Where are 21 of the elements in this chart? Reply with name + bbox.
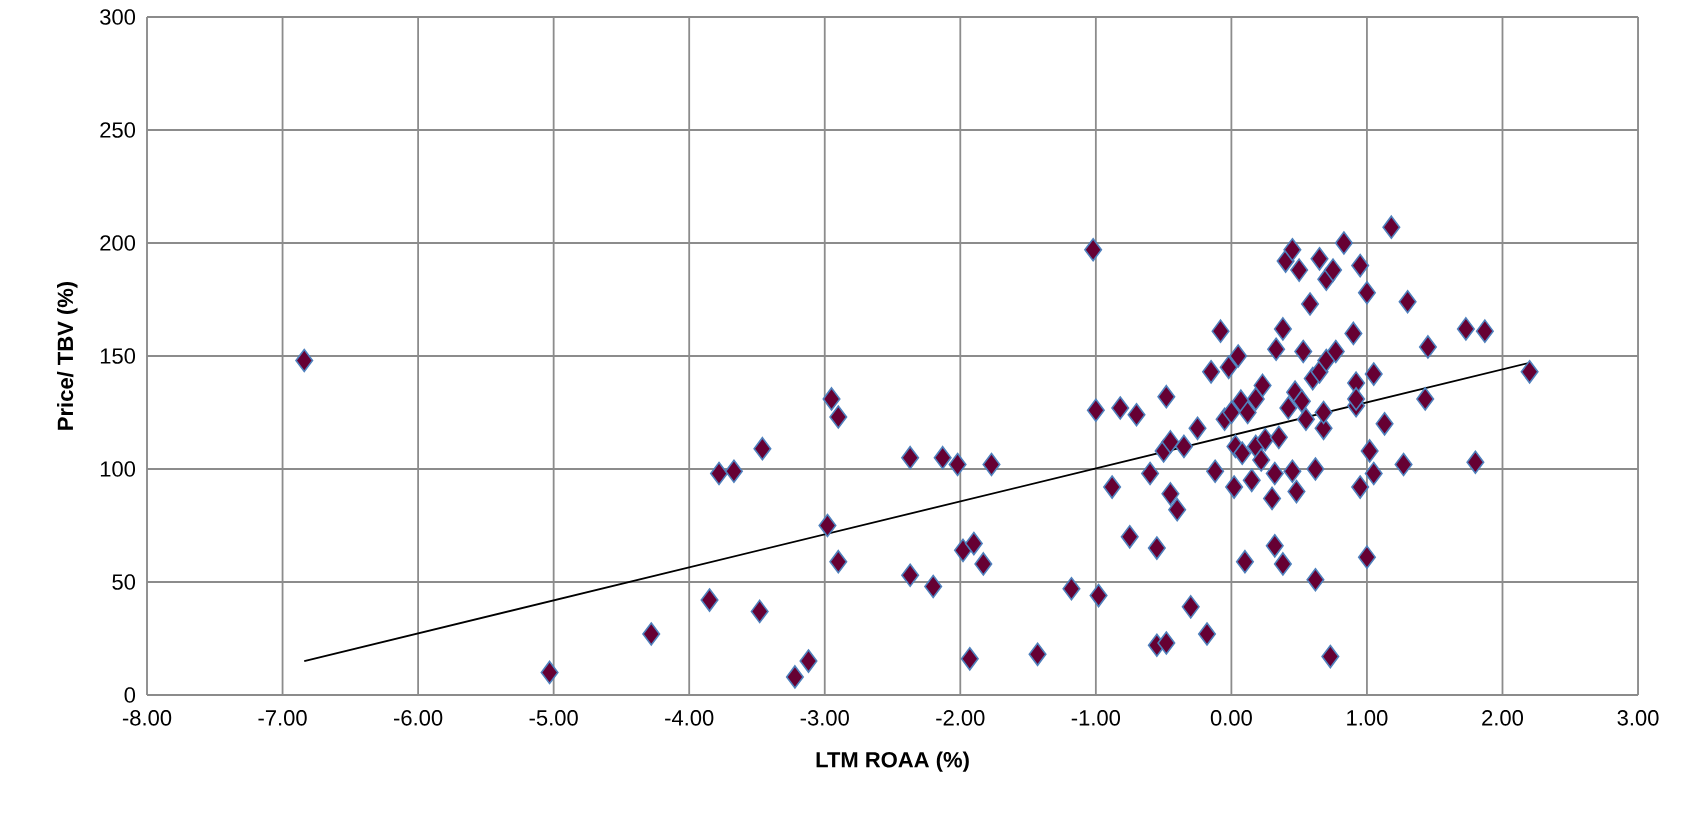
x-tick-label: -6.00 xyxy=(394,710,443,726)
x-tick-label: -5.00 xyxy=(529,710,578,726)
y-tick-label: 150 xyxy=(100,348,136,364)
y-tick-label: 100 xyxy=(100,461,136,477)
x-tick-label: -8.00 xyxy=(122,710,172,726)
y-axis-title: Price/ TBV (%) xyxy=(57,281,78,430)
x-tick-label: -4.00 xyxy=(665,710,714,726)
y-tick-label: 200 xyxy=(100,235,136,251)
x-axis-title: LTM ROAA (%) xyxy=(816,751,969,772)
y-tick-label: 50 xyxy=(112,574,136,590)
y-tick-label: 250 xyxy=(100,122,136,138)
x-tick-label: -1.00 xyxy=(1071,710,1121,726)
x-tick-label: 0.00 xyxy=(1210,710,1252,726)
y-tick-label: 0 xyxy=(124,687,136,703)
x-tick-label: 3.00 xyxy=(1617,710,1659,726)
x-tick-label: -2.00 xyxy=(936,710,985,726)
x-tick-label: -7.00 xyxy=(258,710,307,726)
x-tick-label: -3.00 xyxy=(800,710,849,726)
y-tick-label: 300 xyxy=(100,9,136,25)
x-tick-label: 2.00 xyxy=(1482,710,1524,726)
x-tick-label: 1.00 xyxy=(1347,710,1388,726)
